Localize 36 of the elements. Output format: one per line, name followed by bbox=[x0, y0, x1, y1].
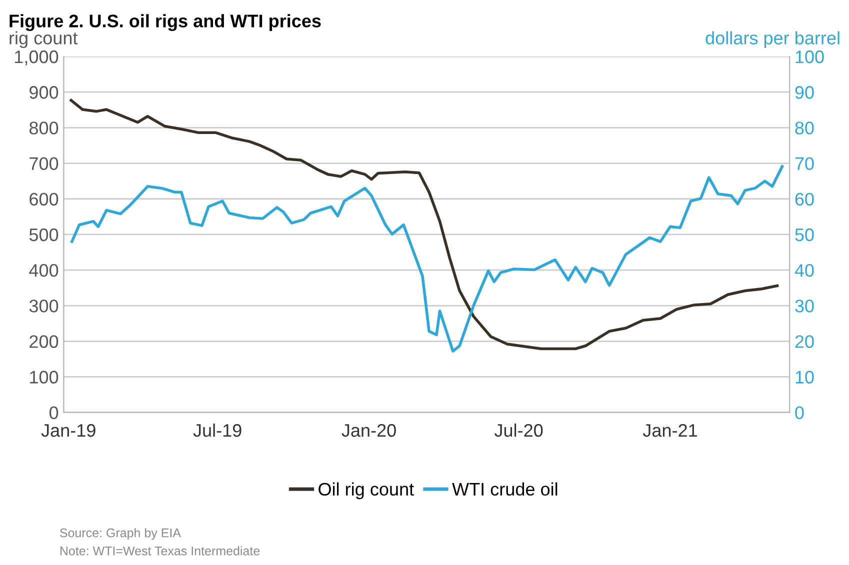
y2-tick-label: 90 bbox=[795, 86, 814, 99]
y-tick-label: 800 bbox=[29, 122, 58, 134]
y2-axis-title: dollars per barrel bbox=[706, 31, 840, 48]
y-tick-label: 0 bbox=[49, 406, 58, 420]
y-tick-label: 700 bbox=[30, 157, 58, 170]
y2-tick-label: 30 bbox=[795, 300, 814, 312]
y2-tick-label: 100 bbox=[796, 50, 824, 64]
y-axis-title: rig count bbox=[10, 31, 78, 48]
y-tick-label: 200 bbox=[30, 335, 58, 348]
y-tick-label: 500 bbox=[29, 228, 58, 242]
y2-tick-label: 50 bbox=[795, 228, 814, 242]
source-note: Source: Graph by EIA bbox=[60, 528, 181, 540]
chart-title: Figure 2. U.S. oil rigs and WTI prices bbox=[10, 14, 321, 32]
y-tick-label: 1,000 bbox=[15, 50, 58, 66]
x-tick-label: Jan-21 bbox=[642, 424, 697, 437]
y2-tick-label: 0 bbox=[795, 406, 804, 420]
text: Note: WTI=West Texas Intermediate bbox=[60, 546, 260, 556]
y2-tick-label: 60 bbox=[795, 192, 814, 206]
y-tick-label: 300 bbox=[29, 300, 58, 312]
y-tick-label: 100 bbox=[30, 370, 58, 384]
x-tick-label: Jan-20 bbox=[342, 424, 396, 437]
y2-tick-label: 80 bbox=[795, 122, 814, 134]
y2-tick-label: 10 bbox=[796, 370, 814, 384]
y-tick-label: 400 bbox=[29, 264, 58, 277]
x-tick-label: Jul-20 bbox=[494, 424, 543, 437]
y-tick-label: 600 bbox=[30, 192, 58, 206]
x-tick-label: Jan-19 bbox=[41, 424, 96, 437]
line-series bbox=[70, 98, 779, 350]
legend-label: Oil rig count bbox=[318, 482, 414, 500]
y2-tick-label: 70 bbox=[795, 157, 814, 170]
legend-label: WTI crude oil bbox=[452, 482, 558, 496]
y-tick-label: 900 bbox=[30, 86, 58, 99]
line-series bbox=[70, 165, 784, 353]
y2-tick-label: 20 bbox=[795, 335, 814, 348]
y2-tick-label: 40 bbox=[794, 264, 814, 277]
x-tick-label: Jul-19 bbox=[193, 424, 242, 437]
